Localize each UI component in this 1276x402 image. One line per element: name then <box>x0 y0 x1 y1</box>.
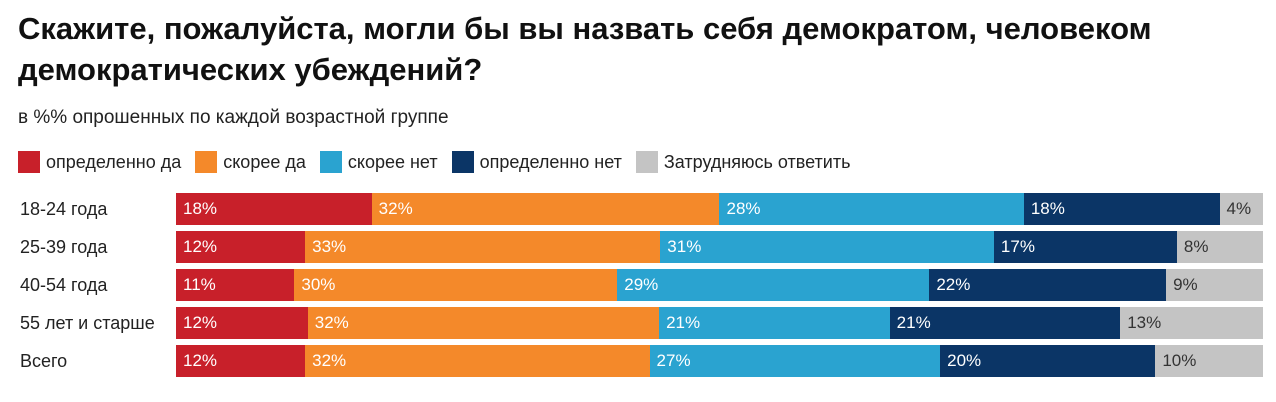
bar-segment: 18% <box>1023 193 1220 225</box>
bar-segment: 18% <box>176 193 372 225</box>
legend-swatch <box>18 151 40 173</box>
legend-swatch <box>195 151 218 173</box>
bar-segment: 20% <box>940 345 1156 377</box>
category-label: Всего <box>20 351 68 371</box>
bar-segment: 32% <box>307 307 660 339</box>
bar-segment: 17% <box>993 231 1177 263</box>
bar-segment: 9% <box>1166 269 1263 301</box>
bar-segment: 30% <box>294 269 618 301</box>
bar-row: 12% 32% 27% 20% 10% <box>176 345 1263 377</box>
bar-segment: 13% <box>1120 307 1263 339</box>
legend-label: определенно нет <box>479 151 622 172</box>
bar-segment: 8% <box>1176 231 1263 263</box>
bar-segment: 4% <box>1219 193 1263 225</box>
legend: определенно да скорее да скорее нет определ… <box>18 149 864 175</box>
legend-swatch <box>635 151 658 173</box>
legend-item: скорее нет <box>319 151 438 173</box>
legend-label: Затрудняюсь ответить <box>663 151 851 172</box>
category-label: 40-54 года <box>20 275 108 295</box>
bar-segment: 22% <box>929 269 1167 301</box>
bar-segment: 12% <box>176 345 306 377</box>
legend-swatch <box>319 151 342 173</box>
bar-segment: 32% <box>371 193 720 225</box>
bar-segment: 28% <box>719 193 1024 225</box>
bar-row: 18% 32% 28% 18% 4% <box>176 193 1263 225</box>
chart-title: Скажите, пожалуйста, могли бы вы назвать… <box>18 11 1152 87</box>
bar-segment: 21% <box>659 307 890 339</box>
bar-segment: 31% <box>660 231 994 263</box>
bar-segment: 29% <box>617 269 930 301</box>
bar-segment: 10% <box>1155 345 1263 377</box>
bar-row: 12% 32% 21% 21% 13% <box>176 307 1263 339</box>
legend-label: скорее да <box>223 151 306 172</box>
legend-label: определенно да <box>46 151 182 172</box>
legend-item: Затрудняюсь ответить <box>635 151 851 173</box>
legend-label: скорее нет <box>347 151 438 172</box>
category-label: 18-24 года <box>20 199 108 219</box>
bar-segment: 12% <box>176 307 308 339</box>
bar-segment: 27% <box>649 345 941 377</box>
bar-segment: 21% <box>889 307 1121 339</box>
bar-segment: 33% <box>305 231 661 263</box>
legend-item: определенно нет <box>451 151 622 173</box>
category-label: 55 лет и старше <box>20 313 155 333</box>
chart-subtitle: в %% опрошенных по каждой возрастной гру… <box>18 107 449 128</box>
bar-row: 11% 30% 29% 22% 9% <box>176 269 1263 301</box>
legend-item: определенно да <box>18 151 181 173</box>
legend-swatch <box>451 151 474 173</box>
bar-segment: 12% <box>176 231 306 263</box>
legend-item: скорее да <box>195 151 306 173</box>
category-label: 25-39 года <box>20 237 108 257</box>
bar-segment: 11% <box>176 269 295 301</box>
bar-row: 12% 33% 31% 17% 8% <box>176 231 1263 263</box>
bar-segment: 32% <box>305 345 650 377</box>
